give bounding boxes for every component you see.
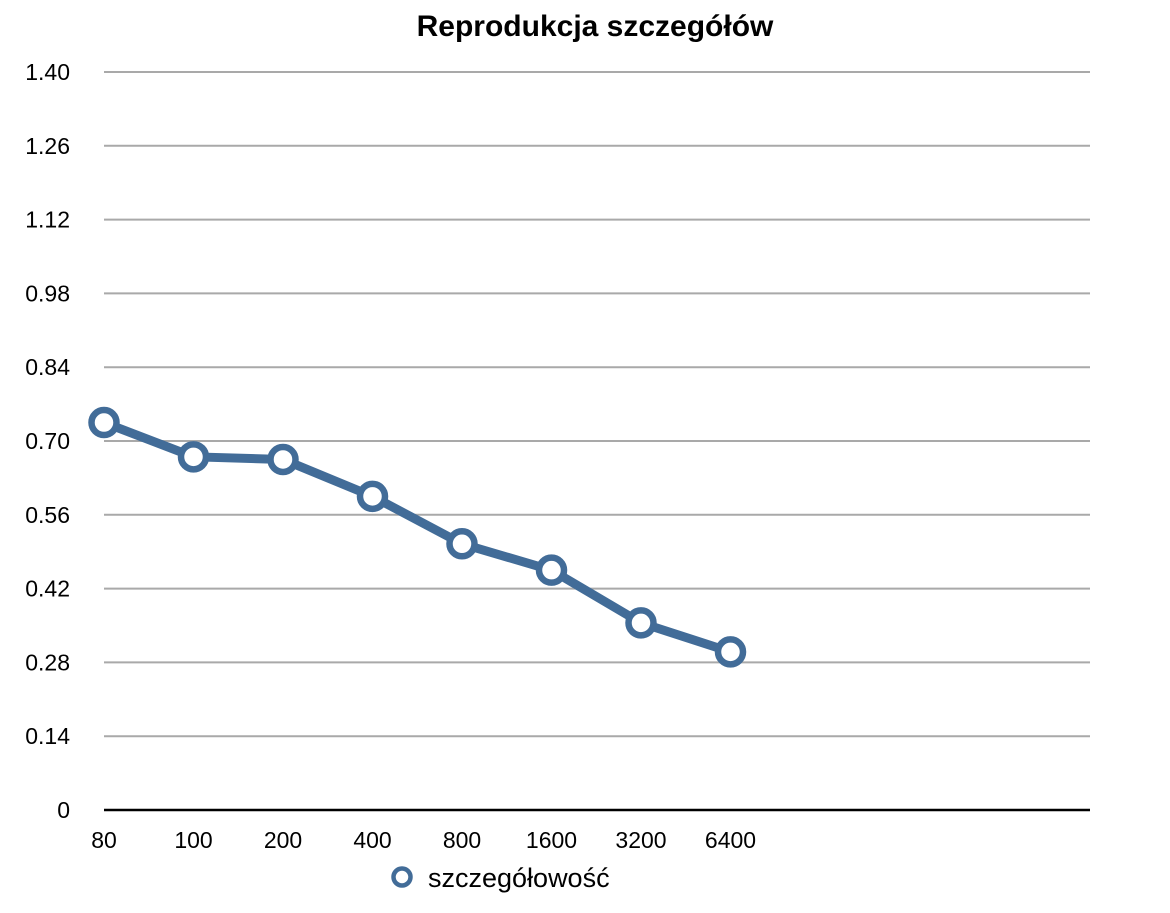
chart-title: Reprodukcja szczegółów — [417, 10, 774, 43]
x-tick-label: 100 — [174, 827, 212, 853]
legend-marker-icon — [391, 866, 413, 888]
y-tick-label: 0.98 — [25, 280, 70, 306]
x-tick-label: 80 — [91, 827, 117, 853]
x-tick-label: 6400 — [705, 827, 756, 853]
y-tick-label: 0.56 — [25, 502, 70, 528]
x-tick-label: 3200 — [615, 827, 666, 853]
series-szczegolowosc — [88, 406, 747, 668]
y-tick-label: 1.40 — [25, 59, 70, 85]
y-tick-labels: 0 0.14 0.28 0.42 0.56 0.70 0.84 0.98 1.12 1.26 1.4… — [25, 59, 70, 823]
x-tick-label: 1600 — [526, 827, 577, 853]
x-tick-label: 400 — [353, 827, 391, 853]
data-point — [714, 636, 747, 668]
y-tick-label: 0.84 — [25, 354, 70, 380]
data-point — [267, 443, 299, 476]
x-tick-labels: 80 100 200 400 800 1600 3200 6400 — [91, 827, 756, 853]
gridlines — [104, 71, 1090, 738]
data-point — [446, 528, 478, 560]
y-tick-label: 0.28 — [25, 649, 70, 675]
y-tick-label: 0.42 — [25, 576, 70, 602]
y-tick-label: 0.70 — [25, 428, 70, 454]
y-tick-label: 1.26 — [25, 133, 70, 159]
data-point — [88, 406, 120, 439]
x-tick-label: 800 — [443, 827, 481, 853]
legend: szczegółowość — [391, 863, 610, 893]
y-tick-label: 1.12 — [25, 207, 70, 233]
legend-label: szczegółowość — [428, 863, 610, 893]
y-tick-label: 0.14 — [25, 723, 70, 749]
data-point — [356, 480, 389, 513]
data-point — [177, 441, 210, 473]
y-tick-label: 0 — [57, 797, 70, 823]
data-point — [625, 607, 657, 639]
x-tick-label: 200 — [264, 827, 302, 853]
data-point — [535, 554, 568, 586]
